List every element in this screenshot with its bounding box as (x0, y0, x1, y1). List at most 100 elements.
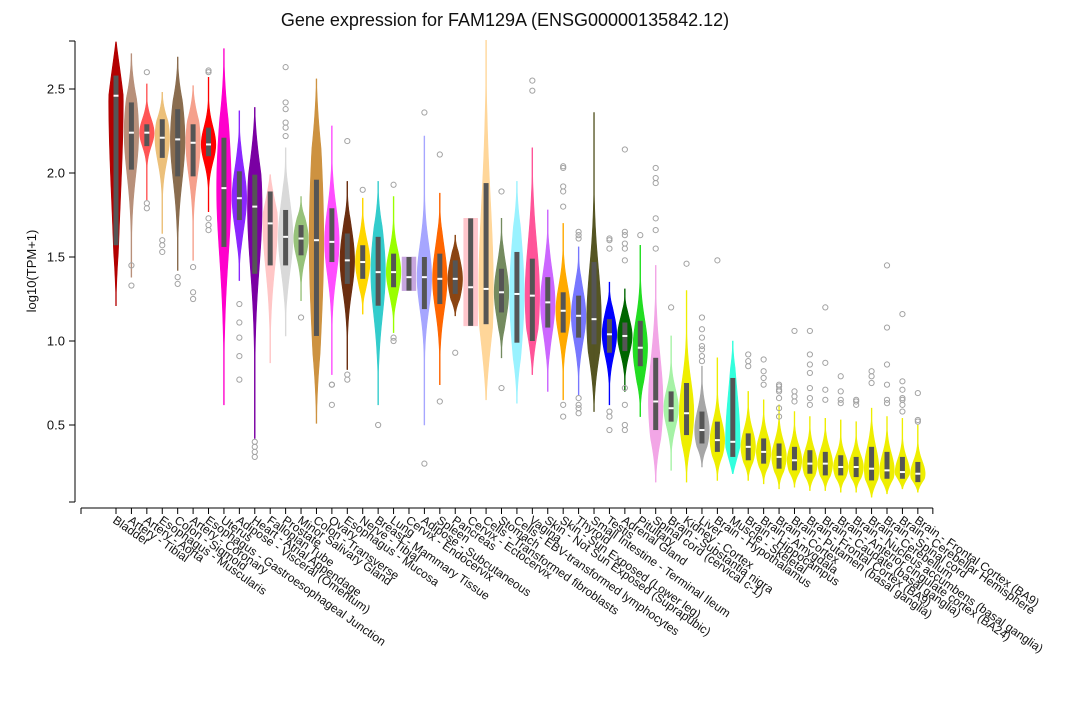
violin (786, 327, 803, 488)
violin (740, 351, 756, 481)
violin (262, 174, 278, 364)
violin (817, 304, 833, 491)
outlier-point (883, 381, 891, 388)
outlier-point (560, 163, 567, 170)
outlier-point (575, 228, 582, 235)
outlier-point (575, 410, 582, 417)
outlier-point (745, 351, 752, 358)
outlier-point (698, 346, 706, 353)
iqr-box (514, 251, 520, 343)
iqr-box (637, 320, 643, 367)
iqr-box (591, 262, 597, 345)
violin (339, 137, 355, 383)
outlier-point (282, 124, 289, 131)
violin (247, 107, 263, 461)
violin (355, 186, 371, 315)
iqr-box (391, 253, 397, 288)
iqr-box (236, 171, 242, 221)
outlier-point (853, 396, 860, 403)
outlier-point (806, 384, 814, 392)
outlier-point (251, 438, 258, 445)
outlier-point (775, 413, 783, 420)
violin (540, 209, 556, 392)
outlier-point (328, 381, 335, 388)
violin (756, 356, 772, 485)
outlier-point (760, 381, 767, 388)
outlier-point (560, 188, 567, 195)
iqr-box (699, 411, 705, 444)
violin (833, 373, 849, 493)
violin (401, 256, 417, 291)
iqr-box (175, 109, 181, 177)
outlier-point (143, 205, 150, 212)
violin (231, 110, 247, 383)
outlier-point (236, 300, 243, 308)
iqr-box (684, 383, 690, 436)
outlier-point (837, 400, 844, 407)
outlier-point (128, 262, 135, 269)
iqr-box (468, 218, 474, 326)
iqr-box (653, 357, 659, 431)
outlier-point (760, 374, 767, 382)
violin-series (108, 39, 926, 498)
outlier-point (822, 386, 829, 393)
violin (648, 164, 664, 483)
outlier-point (390, 337, 397, 345)
outlier-point (174, 280, 181, 287)
outlier-point (899, 401, 906, 408)
y-tick-label: 2.0 (47, 166, 65, 181)
outlier-point (791, 398, 798, 405)
outlier-point (914, 416, 921, 424)
outlier-point (621, 228, 628, 235)
violin (524, 77, 540, 375)
iqr-box (884, 451, 890, 479)
violin (216, 48, 232, 406)
outlier-point (560, 183, 567, 190)
outlier-point (621, 421, 628, 429)
violin (879, 262, 895, 495)
outlier-point (883, 396, 891, 403)
outlier-point (775, 405, 783, 412)
iqr-box (128, 102, 134, 170)
outlier-point (328, 401, 335, 408)
outlier-point (621, 257, 628, 264)
outlier-point (668, 304, 675, 311)
violin (432, 151, 448, 405)
outlier-point (698, 326, 706, 333)
outlier-point (899, 408, 906, 415)
outlier-point (236, 376, 243, 383)
iqr-box (483, 183, 489, 325)
outlier-point (745, 363, 752, 370)
outlier-point (806, 401, 814, 408)
outlier-point (236, 353, 243, 360)
violin (632, 232, 648, 417)
outlier-point (344, 376, 351, 383)
outlier-point (837, 388, 844, 395)
outlier-point (806, 361, 814, 368)
outlier-point (621, 240, 628, 247)
outlier-point (498, 188, 505, 195)
violin (910, 389, 926, 493)
outlier-point (714, 257, 721, 264)
iqr-box (869, 446, 875, 481)
outlier-point (560, 203, 567, 210)
iqr-box (206, 127, 212, 157)
outlier-point (529, 87, 536, 94)
outlier-point (698, 334, 706, 341)
violin (123, 53, 140, 289)
outlier-point (637, 232, 644, 239)
outlier-point (822, 304, 829, 311)
outlier-point (143, 69, 150, 76)
outlier-point (251, 453, 258, 461)
outlier-point (806, 395, 814, 402)
outlier-point (621, 426, 628, 434)
iqr-box (668, 391, 674, 422)
violin (385, 181, 402, 345)
violin (493, 188, 510, 392)
outlier-point (621, 146, 628, 153)
outlier-point (174, 274, 181, 281)
violin (894, 311, 911, 490)
outlier-point (560, 401, 567, 408)
